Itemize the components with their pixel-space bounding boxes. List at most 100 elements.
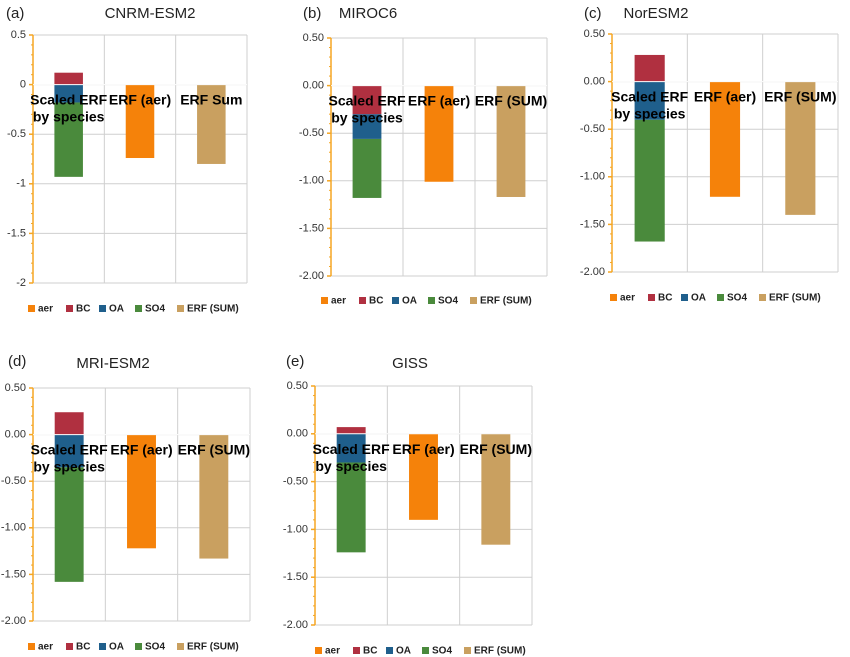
panel-label: (d) [8, 353, 26, 370]
legend-label: SO4 [145, 642, 165, 653]
y-tick-label: 0.00 [303, 80, 324, 92]
y-tick-label: 0.50 [584, 28, 605, 40]
y-tick-label: 0.00 [287, 428, 308, 440]
legend-swatch [28, 305, 35, 312]
category-label: Scaled ERF by species [31, 442, 108, 475]
bar-so4 [54, 467, 84, 582]
y-tick-label: -2 [16, 277, 26, 289]
legend-label: ERF (SUM) [474, 646, 526, 657]
legend-swatch [66, 643, 73, 650]
y-tick-label: -1.00 [299, 175, 324, 187]
y-tick-label: -1.50 [1, 568, 26, 580]
legend-swatch [717, 294, 724, 301]
bar-erf-sum [785, 81, 816, 215]
legend-swatch [681, 294, 688, 301]
bar-erf-sum [199, 434, 229, 559]
y-tick-label: -1.5 [7, 227, 26, 239]
bar-bc [54, 72, 83, 85]
bar-oa [54, 84, 83, 103]
y-tick-label: -2.00 [580, 266, 605, 278]
legend-swatch [66, 305, 73, 312]
legend-label: OA [109, 304, 124, 315]
legend-label: SO4 [438, 296, 458, 307]
y-tick-label: -0.50 [299, 127, 324, 139]
bar-oa [352, 114, 382, 139]
y-tick-label: -1.00 [580, 171, 605, 183]
legend-label: BC [76, 642, 90, 653]
legend-label: ERF (SUM) [769, 293, 821, 304]
legend-swatch [392, 297, 399, 304]
bar-erf-aer [127, 434, 156, 549]
y-tick-label: -0.50 [580, 123, 605, 135]
legend-label: BC [369, 296, 383, 307]
legend-label: aer [38, 642, 53, 653]
category-label: Scaled ERF by species [313, 441, 390, 474]
category-label: Scaled ERF by species [611, 89, 688, 122]
chart-panel-4: (d) MRI-ESM2 0.50 0.00 -0.50 -1.00 -1.50 -2.00 S… [1, 353, 251, 653]
legend-swatch [177, 305, 184, 312]
bar-erf-sum [197, 84, 226, 164]
bar-erf-aer [424, 85, 454, 182]
category-label: ERF (SUM) [475, 93, 547, 109]
category-label: ERF (aer) [408, 93, 470, 109]
y-tick-label: -1.00 [283, 523, 308, 535]
bar-erf-sum [481, 433, 511, 545]
bar-oa [54, 434, 84, 468]
y-tick-label: -2.00 [1, 615, 26, 627]
bar-bc [352, 85, 382, 115]
y-tick-label: -1 [16, 178, 26, 190]
category-label: ERF (aer) [694, 89, 756, 105]
bar-so4 [352, 138, 382, 198]
category-label: ERF (SUM) [764, 89, 836, 105]
chart-panel-3: (c) NorESM2 0.50 0.00 -0.50 -1.00 -1.50 -2.00 Sc… [580, 5, 839, 304]
bar-oa [634, 81, 665, 120]
legend-label: OA [691, 293, 706, 304]
chart-title: GISS [392, 355, 428, 372]
legend-label: aer [331, 296, 346, 307]
bar-bc [54, 412, 84, 435]
bar-so4 [336, 462, 366, 553]
legend-swatch [99, 643, 106, 650]
legend-swatch [321, 297, 328, 304]
chart-panel-5: (e) GISS 0.50 0.00 -0.50 -1.00 -1.50 -2.00 Scale… [283, 353, 533, 657]
legend-label: SO4 [432, 646, 452, 657]
chart-panel-2: (b) MIROC6 0.50 0.00 -0.50 -1.00 -1.50 -2.00 Sca… [299, 5, 548, 307]
legend-label: ERF (SUM) [480, 296, 532, 307]
legend-swatch [135, 643, 142, 650]
legend: aer BC OA SO4 ERF (SUM) [28, 304, 239, 315]
legend-label: OA [396, 646, 411, 657]
y-tick-label: -0.50 [1, 475, 26, 487]
legend-label: BC [363, 646, 377, 657]
legend-label: SO4 [145, 304, 165, 315]
chart-title: MIROC6 [339, 5, 397, 22]
legend-swatch [610, 294, 617, 301]
y-tick-label: 0.50 [5, 382, 26, 394]
bar-bc [336, 427, 366, 434]
chart-title: CNRM-ESM2 [105, 5, 196, 22]
y-tick-label: -2.00 [299, 270, 324, 282]
bar-oa [336, 433, 366, 463]
panel-label: (e) [286, 353, 304, 370]
legend: aer BC OA SO4 ERF (SUM) [315, 646, 526, 657]
category-label: Scaled ERF by species [328, 93, 405, 126]
bar-bc [634, 54, 665, 82]
bar-so4 [634, 119, 665, 242]
panel-label: (c) [584, 5, 602, 22]
legend-swatch [470, 297, 477, 304]
legend-swatch [99, 305, 106, 312]
bar-erf-aer [709, 81, 741, 197]
legend-label: OA [109, 642, 124, 653]
legend-swatch [359, 297, 366, 304]
legend-swatch [353, 647, 360, 654]
legend-swatch [177, 643, 184, 650]
bar-so4 [54, 102, 83, 177]
legend-swatch [648, 294, 655, 301]
category-label: Scaled ERF by species [30, 92, 107, 125]
y-tick-label: -1.50 [283, 571, 308, 583]
bar-erf-aer [125, 84, 155, 159]
y-tick-label: 0 [20, 79, 26, 91]
y-tick-label: -2.00 [283, 619, 308, 631]
legend-label: SO4 [727, 293, 747, 304]
legend-swatch [135, 305, 142, 312]
